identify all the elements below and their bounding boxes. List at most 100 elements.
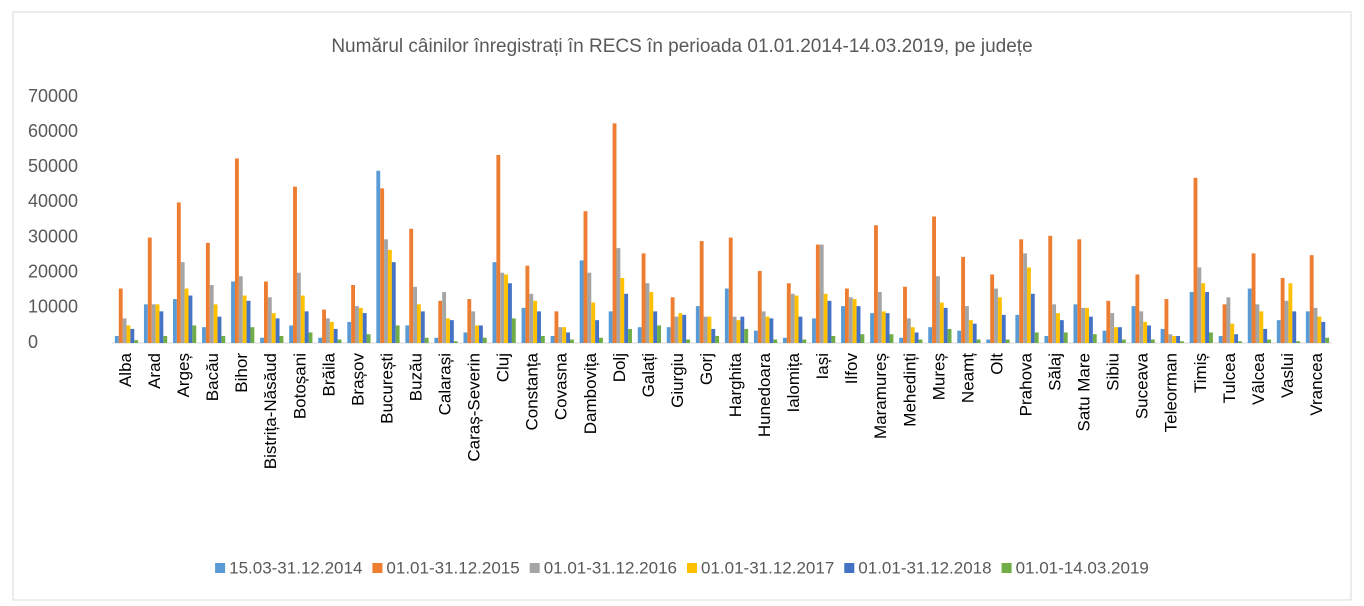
x-tick-label: Bihor xyxy=(232,353,251,393)
bar xyxy=(1059,320,1064,343)
x-tick-label: Bacău xyxy=(203,353,222,401)
bar xyxy=(1263,328,1268,343)
bar xyxy=(815,244,820,343)
bar xyxy=(1179,341,1184,343)
bar xyxy=(773,339,778,343)
bar xyxy=(533,300,538,343)
x-tick-label: Calarași xyxy=(436,353,455,415)
legend-swatch xyxy=(215,563,226,573)
bar xyxy=(918,339,923,343)
bar xyxy=(914,332,919,343)
bar xyxy=(217,316,222,343)
y-tick-label: 0 xyxy=(28,332,38,352)
bar xyxy=(682,314,687,343)
bar xyxy=(819,244,824,343)
bar xyxy=(994,288,998,343)
bar xyxy=(242,295,247,343)
bar xyxy=(831,335,836,343)
x-tick-label: Harghita xyxy=(726,352,745,417)
bar xyxy=(478,325,483,343)
legend-swatch xyxy=(1001,563,1012,573)
bar xyxy=(599,337,603,343)
bar xyxy=(525,265,530,343)
x-tick-label: Covasna xyxy=(552,352,571,420)
bar xyxy=(1131,306,1136,343)
bar xyxy=(870,313,875,343)
bar xyxy=(1193,177,1198,343)
bar xyxy=(860,334,865,343)
bar xyxy=(192,325,197,343)
bar xyxy=(562,327,567,343)
y-tick-label: 40000 xyxy=(28,191,78,211)
bar xyxy=(325,318,330,343)
bar xyxy=(823,293,828,343)
bar xyxy=(413,286,417,343)
bar xyxy=(939,302,944,343)
bar xyxy=(1296,341,1301,343)
y-tick-label: 70000 xyxy=(28,86,78,106)
bar xyxy=(1139,311,1144,343)
bar xyxy=(130,328,135,343)
bar xyxy=(1118,327,1122,343)
bar xyxy=(376,170,381,343)
bar xyxy=(965,306,969,343)
bar xyxy=(591,302,596,343)
legend-label: 01.01-31.12.2015 xyxy=(386,558,519,577)
x-tick-label: Hunedoara xyxy=(755,352,774,437)
bar xyxy=(1030,293,1035,343)
bar xyxy=(1081,307,1086,343)
bar xyxy=(877,292,882,343)
legend-swatch xyxy=(687,563,697,573)
bar xyxy=(446,318,450,343)
bar xyxy=(231,281,235,343)
bar xyxy=(337,339,342,343)
bar xyxy=(943,307,948,343)
bar xyxy=(366,334,371,343)
bar xyxy=(1147,325,1151,343)
bar xyxy=(583,211,588,343)
x-tick-label: București xyxy=(377,353,396,424)
bar xyxy=(122,318,127,343)
bar xyxy=(744,328,749,343)
bar xyxy=(118,288,123,343)
bar xyxy=(434,337,439,343)
bar xyxy=(628,328,632,343)
bar xyxy=(1205,292,1210,343)
bar xyxy=(761,311,766,343)
x-tick-label: Neamț xyxy=(958,353,977,403)
x-tick-label: Caraș-Severin xyxy=(465,353,484,462)
x-tick-label: Giurgiu xyxy=(668,353,687,408)
bar xyxy=(1226,297,1231,343)
bar xyxy=(649,292,654,343)
bar xyxy=(707,316,712,343)
bar xyxy=(1218,335,1223,343)
bar xyxy=(874,225,878,343)
bar xyxy=(961,256,966,343)
bar xyxy=(616,248,621,343)
bar xyxy=(395,325,400,343)
chart-title: Numărul câinilor înregistrați în RECS în… xyxy=(331,36,1032,57)
x-tick-label: Tulcea xyxy=(1220,352,1239,403)
legend-swatch xyxy=(844,563,855,573)
bar xyxy=(1201,283,1206,343)
bar xyxy=(957,330,962,343)
bar xyxy=(753,330,758,343)
bar xyxy=(790,293,795,343)
bar xyxy=(537,311,541,343)
bar xyxy=(715,335,720,343)
legend-label: 01.01-31.12.2018 xyxy=(858,558,991,577)
bar xyxy=(798,316,803,343)
bar xyxy=(569,339,574,343)
bar xyxy=(841,306,845,343)
legend-label: 15.03-31.12.2014 xyxy=(229,558,362,577)
bar xyxy=(238,276,243,343)
bar xyxy=(1305,311,1310,343)
bar xyxy=(889,334,894,343)
bar xyxy=(1056,313,1060,343)
bar xyxy=(812,318,816,343)
bar xyxy=(1176,335,1180,343)
bar xyxy=(147,237,152,343)
bar xyxy=(275,318,280,343)
bar xyxy=(492,262,497,343)
